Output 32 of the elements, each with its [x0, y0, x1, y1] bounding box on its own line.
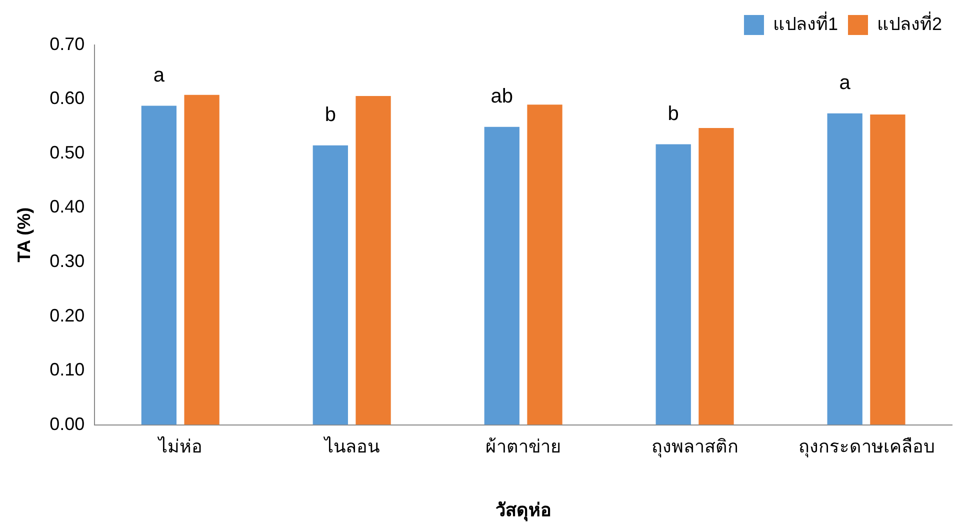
- x-tick-label: ถุงกระดาษเคลือบ: [798, 436, 934, 458]
- y-tick-label: 0.30: [50, 250, 85, 271]
- y-tick-label: 0.60: [50, 88, 85, 108]
- x-tick-label: ไนลอน: [322, 436, 380, 457]
- bar: [484, 126, 520, 425]
- annotation: a: [153, 64, 166, 86]
- bar: [141, 106, 177, 425]
- annotation: b: [668, 102, 679, 125]
- annotation: ab: [490, 85, 514, 108]
- x-tick-label: ผ้าตาข่าย: [485, 436, 562, 457]
- annotation: a: [839, 72, 852, 94]
- legend-label: แปลงที่2: [876, 10, 942, 34]
- bar: [870, 114, 906, 425]
- y-tick-label: 0.50: [50, 142, 85, 162]
- bar: [356, 96, 391, 425]
- bar: [698, 128, 734, 425]
- bar: [527, 104, 562, 425]
- annotation: b: [324, 104, 336, 126]
- legend-label: แปลงที่1: [772, 10, 838, 34]
- y-tick-label: 0.20: [50, 305, 85, 326]
- bar: [312, 145, 348, 425]
- bar: [656, 144, 691, 425]
- bar: [184, 94, 220, 425]
- x-tick-label: ไม่ห่อ: [156, 436, 202, 457]
- y-tick-label: 0.00: [50, 414, 85, 434]
- y-tick-label: 0.10: [50, 360, 85, 380]
- x-tick-label: ถุงพลาสติก: [651, 436, 738, 458]
- y-tick-label: 0.70: [50, 34, 85, 54]
- bar: [827, 113, 862, 425]
- y-tick-label: 0.40: [50, 196, 85, 217]
- y-axis-title: TA (%): [14, 207, 34, 262]
- x-axis-title: วัสดุห่อ: [495, 500, 552, 522]
